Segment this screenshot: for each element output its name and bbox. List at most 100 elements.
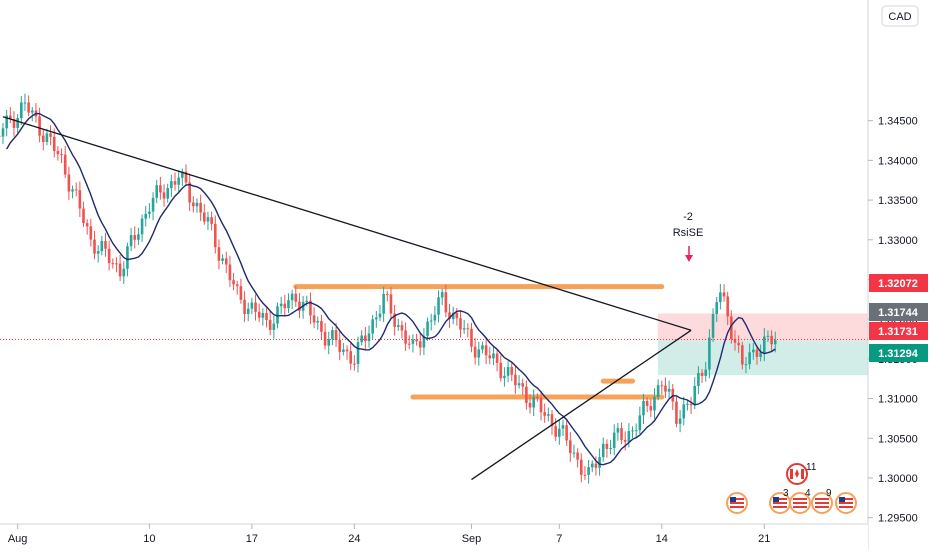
candle (261, 308, 265, 326)
economic-events[interactable]: 11 3 4 9 (726, 462, 857, 514)
candle (437, 290, 440, 323)
candle (601, 437, 605, 462)
candle (298, 293, 301, 319)
y-tick-label: 1.34000 (878, 155, 918, 167)
us-flag-icon[interactable] (811, 492, 833, 514)
candle (433, 306, 437, 326)
candle (612, 424, 616, 456)
candle (206, 211, 210, 230)
candle (678, 409, 682, 433)
candle (404, 322, 407, 351)
candle (140, 214, 144, 242)
candle (294, 285, 298, 307)
candle (733, 330, 737, 351)
x-tick-label: Aug (8, 533, 28, 545)
candle (338, 331, 342, 361)
candle (547, 407, 550, 422)
position-tool[interactable] (657, 313, 868, 376)
event-mini-label: 3 (783, 488, 789, 499)
candle (30, 107, 34, 122)
candle (170, 174, 173, 197)
candle (704, 361, 708, 382)
candle (85, 219, 89, 235)
candle (748, 343, 751, 370)
us-flag-icon[interactable] (789, 492, 811, 514)
candle (543, 403, 546, 423)
price-tag: 1.32072 (869, 274, 928, 292)
candle (20, 95, 23, 126)
price-tags: 1.32072 1.31744 1.31731 1.31294 (869, 274, 928, 362)
candle (360, 330, 363, 346)
time-axis[interactable]: Aug 10 17 24 Sep 7 14 21 (0, 523, 868, 550)
y-tick-label: 1.30000 (878, 473, 918, 485)
candle (722, 284, 726, 302)
candle (462, 319, 466, 334)
us-flag-icon[interactable] (726, 492, 748, 514)
stop-zone[interactable] (657, 313, 868, 341)
candle (166, 183, 169, 203)
candle (210, 211, 213, 231)
candle (411, 334, 415, 353)
candle (71, 185, 74, 199)
candle (415, 333, 418, 346)
candle (133, 226, 137, 249)
event-mini-label: 9 (826, 488, 832, 499)
candle (1, 122, 5, 144)
canada-flag-icon[interactable] (786, 463, 808, 485)
x-tick-label: 10 (143, 533, 155, 545)
candle (181, 168, 184, 186)
candle (137, 227, 140, 245)
candle (569, 432, 572, 462)
candle (192, 196, 195, 213)
candle (382, 286, 385, 322)
candle (257, 303, 261, 323)
ascending-support-trendline[interactable] (471, 329, 692, 481)
candle (620, 422, 623, 445)
candle (473, 338, 477, 365)
price-tag: 1.31731 (869, 322, 928, 340)
candlesticks[interactable] (0, 93, 777, 484)
x-tick-label: 17 (246, 533, 258, 545)
candle (316, 316, 320, 330)
candle (159, 176, 162, 200)
candle (440, 288, 444, 306)
candle (203, 204, 206, 225)
target-zone[interactable] (657, 340, 868, 376)
candle (177, 170, 180, 192)
candle (195, 198, 199, 213)
candle (492, 346, 495, 366)
price-tag-label: 1.32072 (878, 278, 918, 290)
candle (199, 194, 202, 221)
candle (755, 345, 759, 365)
event-count-label: 11 (806, 462, 817, 473)
candle (287, 293, 290, 313)
candle (96, 245, 100, 263)
candle (426, 317, 429, 341)
candle (407, 335, 411, 350)
candle (689, 396, 693, 414)
candle (477, 341, 481, 366)
x-tick-label: 7 (556, 533, 562, 545)
candle (228, 255, 232, 288)
candle (356, 336, 360, 373)
candle (254, 294, 257, 321)
candle (375, 310, 378, 328)
descending-resistance-trendline[interactable] (2, 116, 692, 331)
candle (649, 398, 653, 418)
currency-badge[interactable]: CAD (881, 5, 919, 27)
candle (393, 304, 396, 336)
trendlines[interactable] (2, 116, 692, 481)
candle (536, 393, 539, 402)
candle (45, 128, 49, 146)
event-mini-label: 4 (805, 488, 811, 499)
y-tick-label: 1.33500 (878, 195, 918, 207)
candle (675, 395, 678, 428)
candle (16, 113, 19, 134)
candle (272, 315, 276, 339)
candle (173, 172, 177, 191)
us-flag-icon[interactable] (835, 492, 857, 514)
candle (221, 254, 224, 265)
candle (364, 327, 367, 350)
currency-label: CAD (888, 11, 911, 23)
